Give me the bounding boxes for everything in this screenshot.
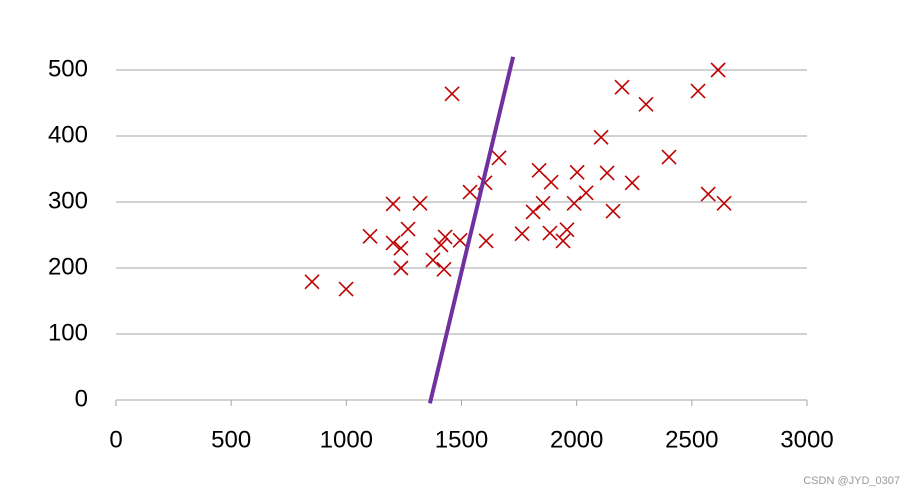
point <box>543 174 559 190</box>
point <box>624 175 640 191</box>
point <box>569 164 585 180</box>
point <box>400 221 416 237</box>
x-tick-label: 2000 <box>550 426 603 453</box>
point <box>491 150 507 166</box>
x-tick-label: 1500 <box>435 426 488 453</box>
point <box>393 240 409 256</box>
point <box>436 261 452 277</box>
point <box>535 195 551 211</box>
point <box>555 233 571 249</box>
point <box>531 162 547 178</box>
point <box>525 204 541 220</box>
point <box>338 281 354 297</box>
x-tick-label: 1000 <box>320 426 373 453</box>
point <box>437 229 453 245</box>
point <box>393 260 409 276</box>
point <box>690 83 706 99</box>
point <box>605 203 621 219</box>
x-tick-label: 3000 <box>780 426 833 453</box>
point <box>452 232 468 248</box>
x-tick-label: 0 <box>109 426 122 453</box>
point <box>444 86 460 102</box>
point <box>566 195 582 211</box>
point <box>638 96 654 112</box>
point <box>661 149 677 165</box>
point <box>412 195 428 211</box>
point <box>425 252 441 268</box>
point <box>700 186 716 202</box>
y-tick-label: 200 <box>48 253 88 280</box>
point <box>578 185 594 201</box>
point <box>716 195 732 211</box>
point <box>599 165 615 181</box>
point <box>542 225 558 241</box>
point <box>385 235 401 251</box>
trend-line <box>427 56 516 404</box>
point <box>478 233 494 249</box>
point <box>614 79 630 95</box>
x-tick-label: 2500 <box>665 426 718 453</box>
y-tick-label: 0 <box>75 385 88 412</box>
point <box>304 274 320 290</box>
x-tick-label: 500 <box>211 426 251 453</box>
point <box>362 228 378 244</box>
point <box>462 184 478 200</box>
point <box>710 62 726 78</box>
y-tick-label: 500 <box>48 55 88 82</box>
point <box>559 222 575 238</box>
point <box>514 226 530 242</box>
watermark: CSDN @JYD_0307 <box>803 475 900 487</box>
y-tick-label: 400 <box>48 121 88 148</box>
y-tick-label: 300 <box>48 187 88 214</box>
point <box>385 196 401 212</box>
y-tick-label: 100 <box>48 319 88 346</box>
point <box>593 129 609 145</box>
point <box>433 237 449 253</box>
